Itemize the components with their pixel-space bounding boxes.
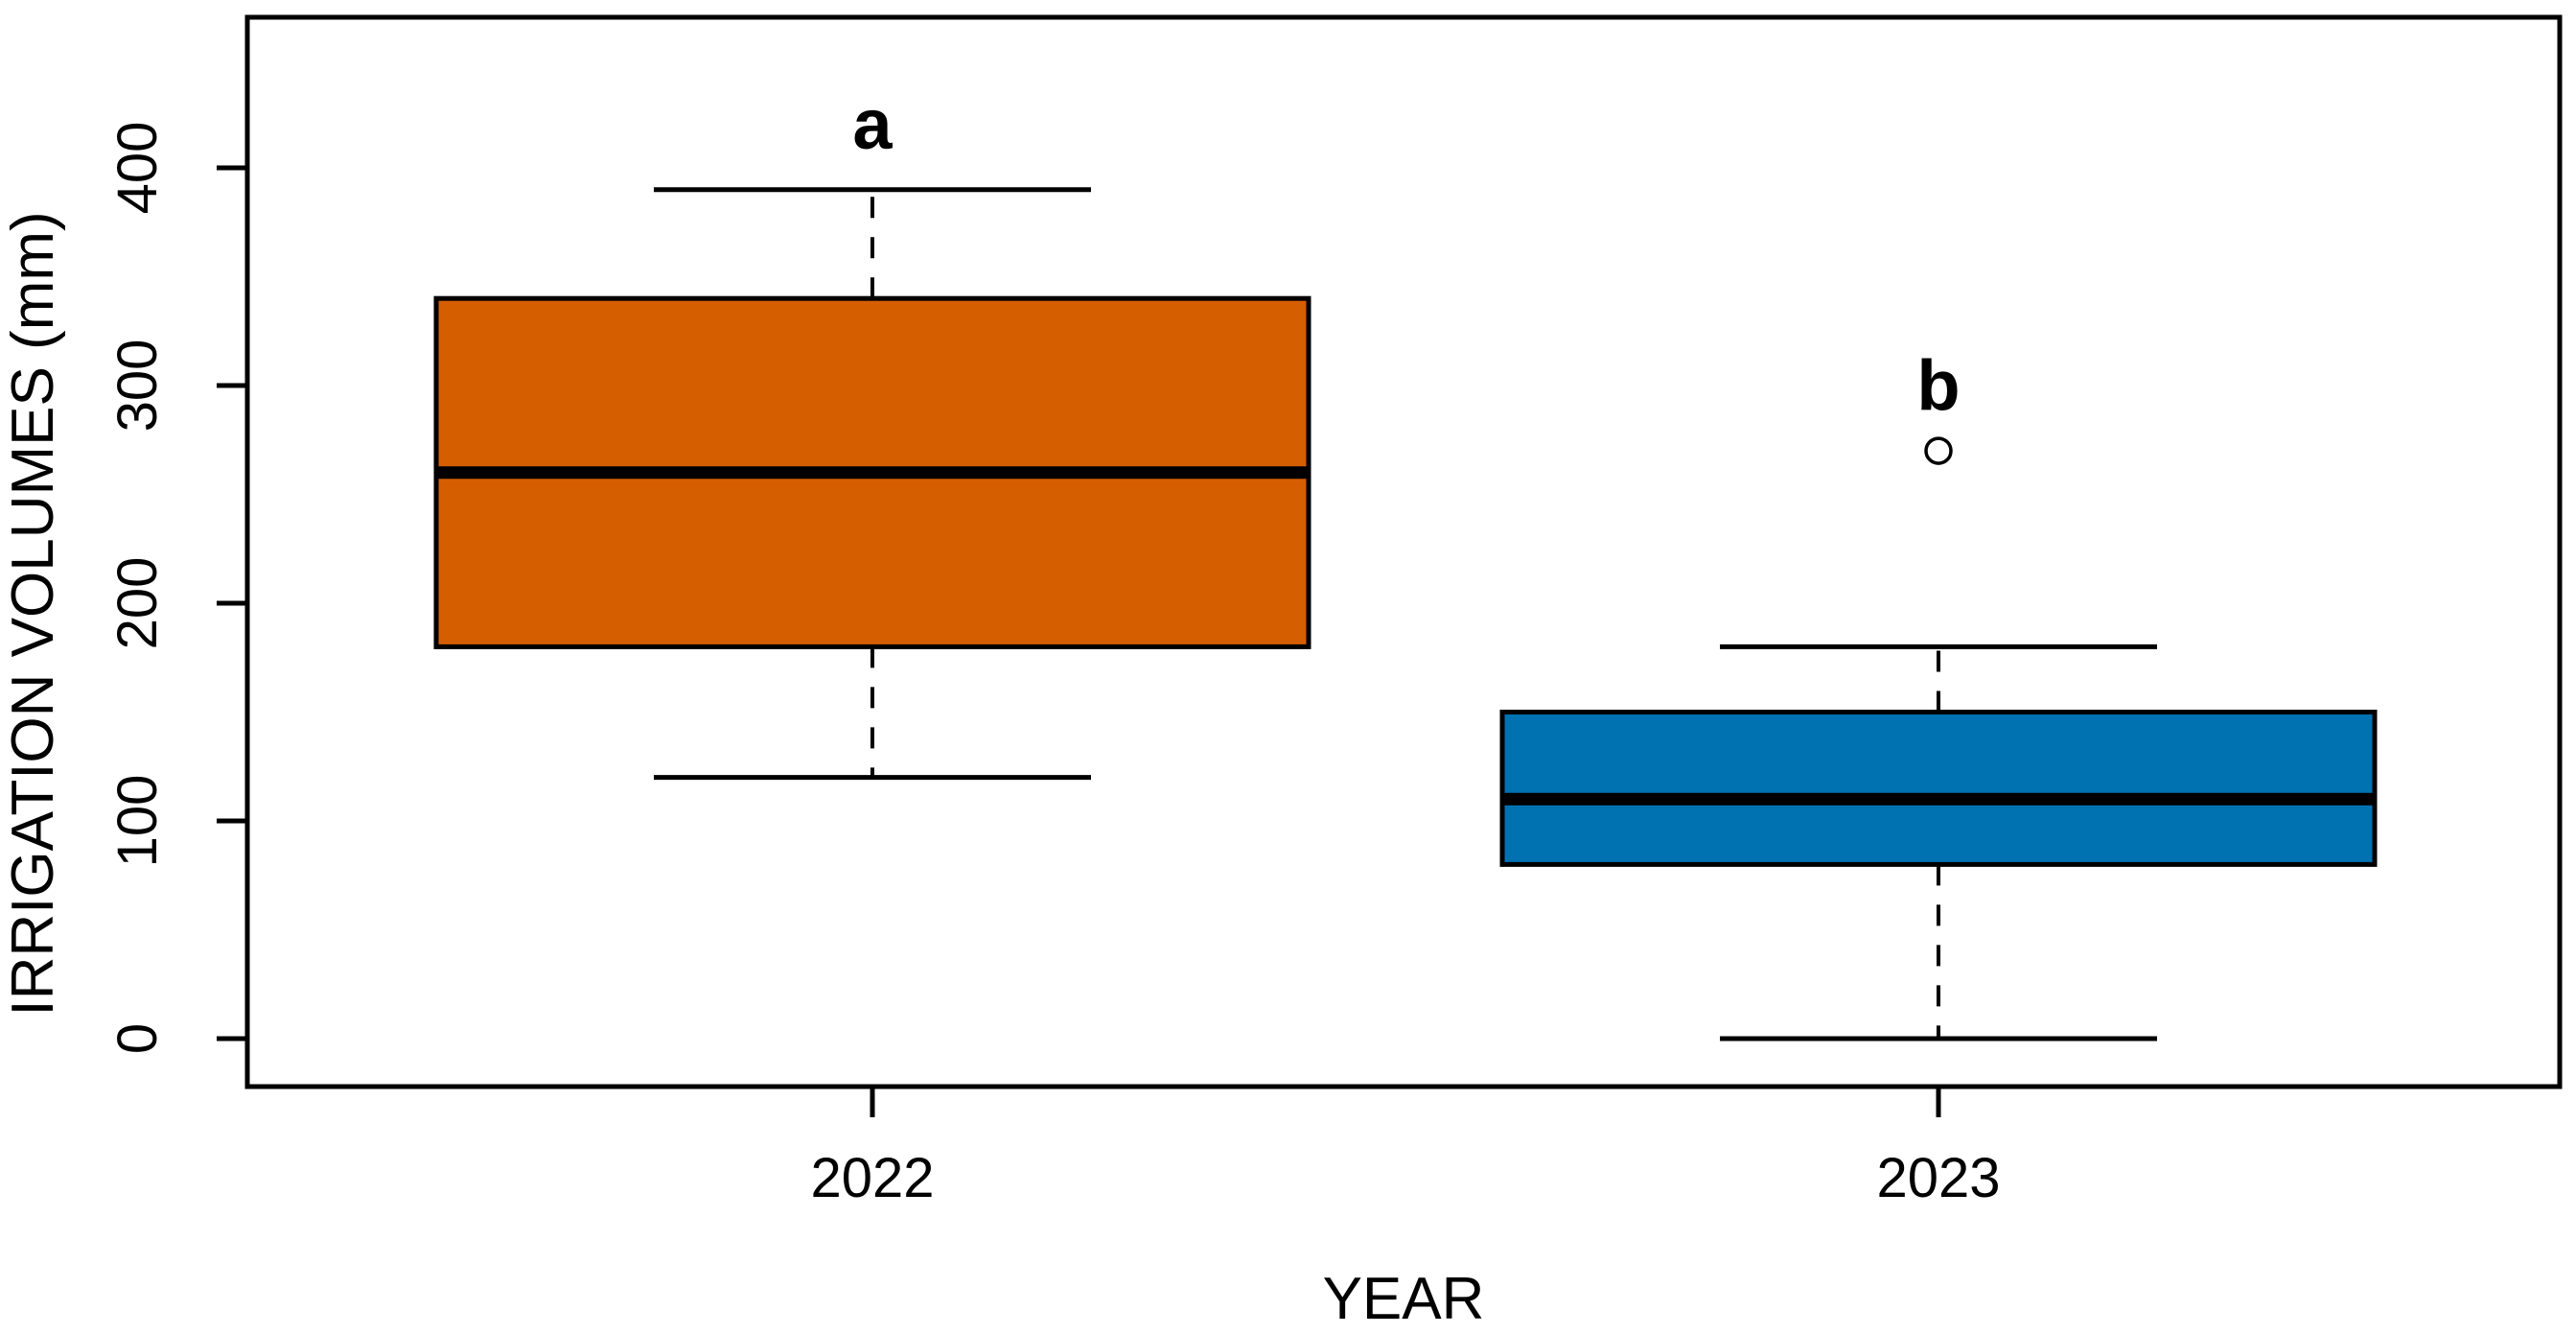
y-axis-tick-label: 400: [106, 122, 169, 215]
category-label: 2022: [810, 1147, 934, 1209]
significance-letter: b: [1916, 346, 1960, 426]
x-axis-title: YEAR: [1323, 1266, 1485, 1332]
plot-frame: [244, 14, 2563, 1089]
box-group-2022: a: [433, 84, 1311, 781]
box-series: ab: [433, 84, 2378, 1041]
significance-letter: a: [852, 84, 893, 164]
iqr-box: [1499, 710, 2378, 867]
y-axis-tick-label: 300: [106, 339, 169, 433]
x-axis: 2022 2023: [810, 1087, 2001, 1209]
y-axis: 0 100 200 300 400: [106, 122, 247, 1054]
y-axis-title: IRRIGATION VOLUMES (mm): [0, 211, 66, 1016]
outlier-point: [1924, 436, 1953, 465]
category-label: 2023: [1876, 1147, 2000, 1209]
y-axis-tick-label: 0: [106, 1023, 169, 1054]
box-group-2023: b: [1499, 346, 2378, 1041]
y-axis-tick-label: 100: [106, 775, 169, 868]
y-axis-tick-label: 200: [106, 557, 169, 650]
